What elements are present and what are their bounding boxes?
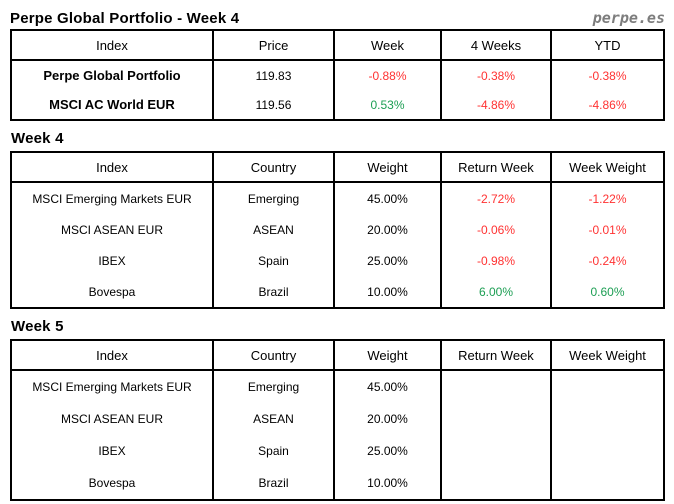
summary-row-4weeks: -4.86% <box>440 90 552 120</box>
week5-table: Index Country Weight Return Week Week We… <box>10 339 665 501</box>
week5-weight: 10.00% <box>333 467 442 500</box>
week4-header-index: Index <box>10 152 214 183</box>
top-bar: Perpe Global Portfolio - Week 4 perpe.es <box>10 3 665 27</box>
table-row: Bovespa Brazil 10.00% 6.00% 0.60% <box>10 276 665 308</box>
week5-index-name: MSCI ASEAN EUR <box>10 403 214 435</box>
week5-week-weight <box>550 403 665 435</box>
week4-weight: 25.00% <box>333 245 442 276</box>
table-row: MSCI AC World EUR 119.56 0.53% -4.86% -4… <box>10 90 665 120</box>
week4-index-name: Bovespa <box>10 276 214 308</box>
week5-week-weight <box>550 370 665 403</box>
week5-heading: Week 5 <box>11 318 64 335</box>
week5-index-name: Bovespa <box>10 467 214 500</box>
week5-country: Brazil <box>212 467 335 500</box>
week5-return-week <box>440 403 552 435</box>
week5-header-week-weight: Week Weight <box>550 340 665 371</box>
summary-row-week: -0.88% <box>333 60 442 90</box>
week4-header-country: Country <box>212 152 335 183</box>
summary-row-ytd: -0.38% <box>550 60 665 90</box>
week5-header-return-week: Return Week <box>440 340 552 371</box>
week4-country: Spain <box>212 245 335 276</box>
week4-index-name: MSCI ASEAN EUR <box>10 214 214 245</box>
summary-row-index-name: MSCI AC World EUR <box>10 90 214 120</box>
week4-country: Emerging <box>212 182 335 214</box>
summary-row-price: 119.56 <box>212 90 335 120</box>
summary-header-4weeks: 4 Weeks <box>440 30 552 61</box>
week5-week-weight <box>550 467 665 500</box>
week4-header-weight: Weight <box>333 152 442 183</box>
week4-return-week: -0.06% <box>440 214 552 245</box>
summary-row-price: 119.83 <box>212 60 335 90</box>
week5-header-country: Country <box>212 340 335 371</box>
week5-weight: 25.00% <box>333 435 442 467</box>
week5-country: Emerging <box>212 370 335 403</box>
page-title: Perpe Global Portfolio - Week 4 <box>10 10 240 27</box>
week5-return-week <box>440 467 552 500</box>
week4-header-week-weight: Week Weight <box>550 152 665 183</box>
week4-week-weight: -1.22% <box>550 182 665 214</box>
summary-header-row: Index Price Week 4 Weeks YTD <box>10 30 665 61</box>
week5-header-row: Index Country Weight Return Week Week We… <box>10 340 665 371</box>
week4-week-weight: -0.01% <box>550 214 665 245</box>
table-row: IBEX Spain 25.00% <box>10 435 665 467</box>
week5-week-weight <box>550 435 665 467</box>
table-row: MSCI Emerging Markets EUR Emerging 45.00… <box>10 182 665 214</box>
table-row: Bovespa Brazil 10.00% <box>10 467 665 500</box>
week4-header-return-week: Return Week <box>440 152 552 183</box>
week5-weight: 20.00% <box>333 403 442 435</box>
week4-week-weight: -0.24% <box>550 245 665 276</box>
week4-weight: 10.00% <box>333 276 442 308</box>
week5-index-name: IBEX <box>10 435 214 467</box>
week5-return-week <box>440 435 552 467</box>
table-row: MSCI ASEAN EUR ASEAN 20.00% <box>10 403 665 435</box>
week4-weight: 20.00% <box>333 214 442 245</box>
table-row: Perpe Global Portfolio 119.83 -0.88% -0.… <box>10 60 665 90</box>
week4-index-name: MSCI Emerging Markets EUR <box>10 182 214 214</box>
week4-weight: 45.00% <box>333 182 442 214</box>
week4-return-week: -2.72% <box>440 182 552 214</box>
week5-country: ASEAN <box>212 403 335 435</box>
table-row: IBEX Spain 25.00% -0.98% -0.24% <box>10 245 665 276</box>
week4-country: Brazil <box>212 276 335 308</box>
table-row: MSCI ASEAN EUR ASEAN 20.00% -0.06% -0.01… <box>10 214 665 245</box>
week5-header-index: Index <box>10 340 214 371</box>
summary-row-ytd: -4.86% <box>550 90 665 120</box>
brand-logo: perpe.es <box>592 9 665 27</box>
week4-index-name: IBEX <box>10 245 214 276</box>
week5-header-weight: Weight <box>333 340 442 371</box>
week4-table: Index Country Weight Return Week Week We… <box>10 151 665 309</box>
week4-return-week: -0.98% <box>440 245 552 276</box>
week4-return-week: 6.00% <box>440 276 552 308</box>
summary-table: Index Price Week 4 Weeks YTD Perpe Globa… <box>10 29 665 121</box>
week5-return-week <box>440 370 552 403</box>
week5-index-name: MSCI Emerging Markets EUR <box>10 370 214 403</box>
summary-header-index: Index <box>10 30 214 61</box>
week4-heading: Week 4 <box>11 130 64 147</box>
week4-header-row: Index Country Weight Return Week Week We… <box>10 152 665 183</box>
week4-week-weight: 0.60% <box>550 276 665 308</box>
summary-header-price: Price <box>212 30 335 61</box>
summary-row-4weeks: -0.38% <box>440 60 552 90</box>
week4-country: ASEAN <box>212 214 335 245</box>
summary-row-week: 0.53% <box>333 90 442 120</box>
week5-country: Spain <box>212 435 335 467</box>
summary-header-week: Week <box>333 30 442 61</box>
summary-row-index-name: Perpe Global Portfolio <box>10 60 214 90</box>
summary-header-ytd: YTD <box>550 30 665 61</box>
table-row: MSCI Emerging Markets EUR Emerging 45.00… <box>10 370 665 403</box>
week5-weight: 45.00% <box>333 370 442 403</box>
